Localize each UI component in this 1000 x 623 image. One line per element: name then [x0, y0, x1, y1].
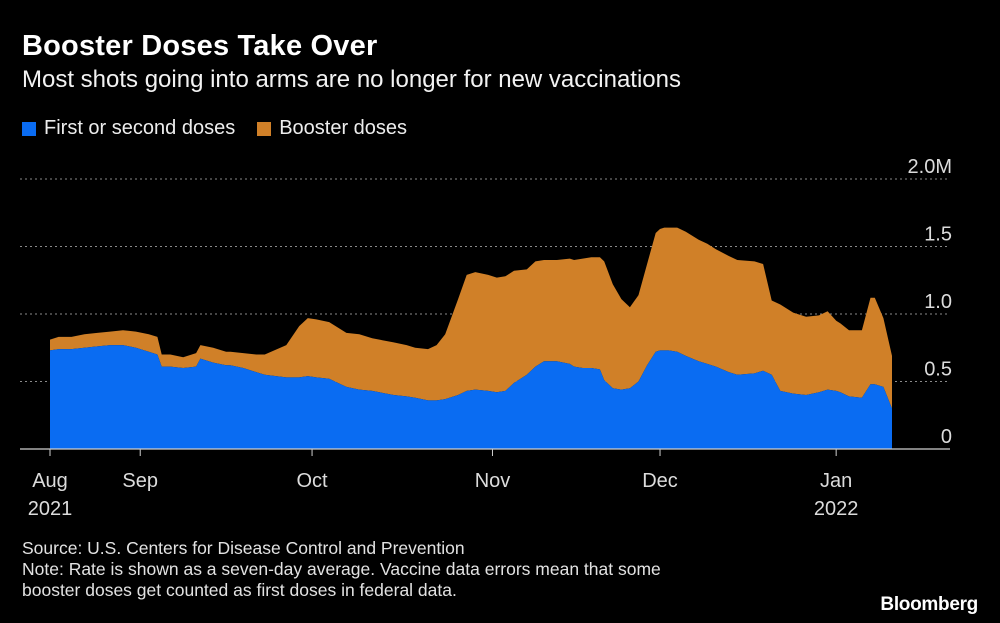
chart-title: Booster Doses Take Over [22, 30, 378, 62]
legend: First or second doses Booster doses [22, 117, 407, 140]
legend-label-first-second: First or second doses [44, 117, 236, 139]
y-tick-label-0: 0 [941, 426, 952, 448]
x-tick-label-4: Dec [642, 470, 678, 492]
footer: Source: U.S. Centers for Disease Control… [22, 538, 661, 601]
source-note: Source: U.S. Centers for Disease Control… [22, 538, 465, 558]
note-line-1: Note: Rate is shown as a seven-day avera… [22, 559, 661, 579]
x-tick-label-3: Nov [475, 470, 511, 492]
x-tick-sublabel-5: 2022 [814, 498, 859, 520]
area-booster-doses [50, 227, 892, 409]
x-tick-label-1: Sep [122, 470, 158, 492]
y-tick-label-3: 1.5 [924, 224, 952, 246]
area-first-second-doses [50, 345, 892, 449]
legend-swatch-booster [257, 121, 272, 136]
legend-item-first-second: First or second doses [22, 117, 235, 140]
x-tick-label-2: Oct [296, 470, 328, 492]
legend-label-booster: Booster doses [279, 117, 408, 139]
x-tick-sublabel-0: 2021 [28, 498, 73, 520]
chart-subtitle: Most shots going into arms are no longer… [22, 66, 682, 93]
y-tick-label-2: 1.0 [924, 291, 952, 313]
x-tick-label-5: Jan [820, 470, 852, 492]
legend-swatch-first-second [22, 121, 36, 136]
x-tick-label-0: Aug [32, 470, 68, 492]
legend-item-booster: Booster doses [257, 117, 407, 140]
y-tick-label-4: 2.0M [908, 156, 952, 178]
note-line-2: booster doses get counted as first doses… [22, 580, 457, 600]
bloomberg-logo: Bloomberg [880, 594, 978, 615]
y-tick-label-1: 0.5 [924, 359, 952, 381]
